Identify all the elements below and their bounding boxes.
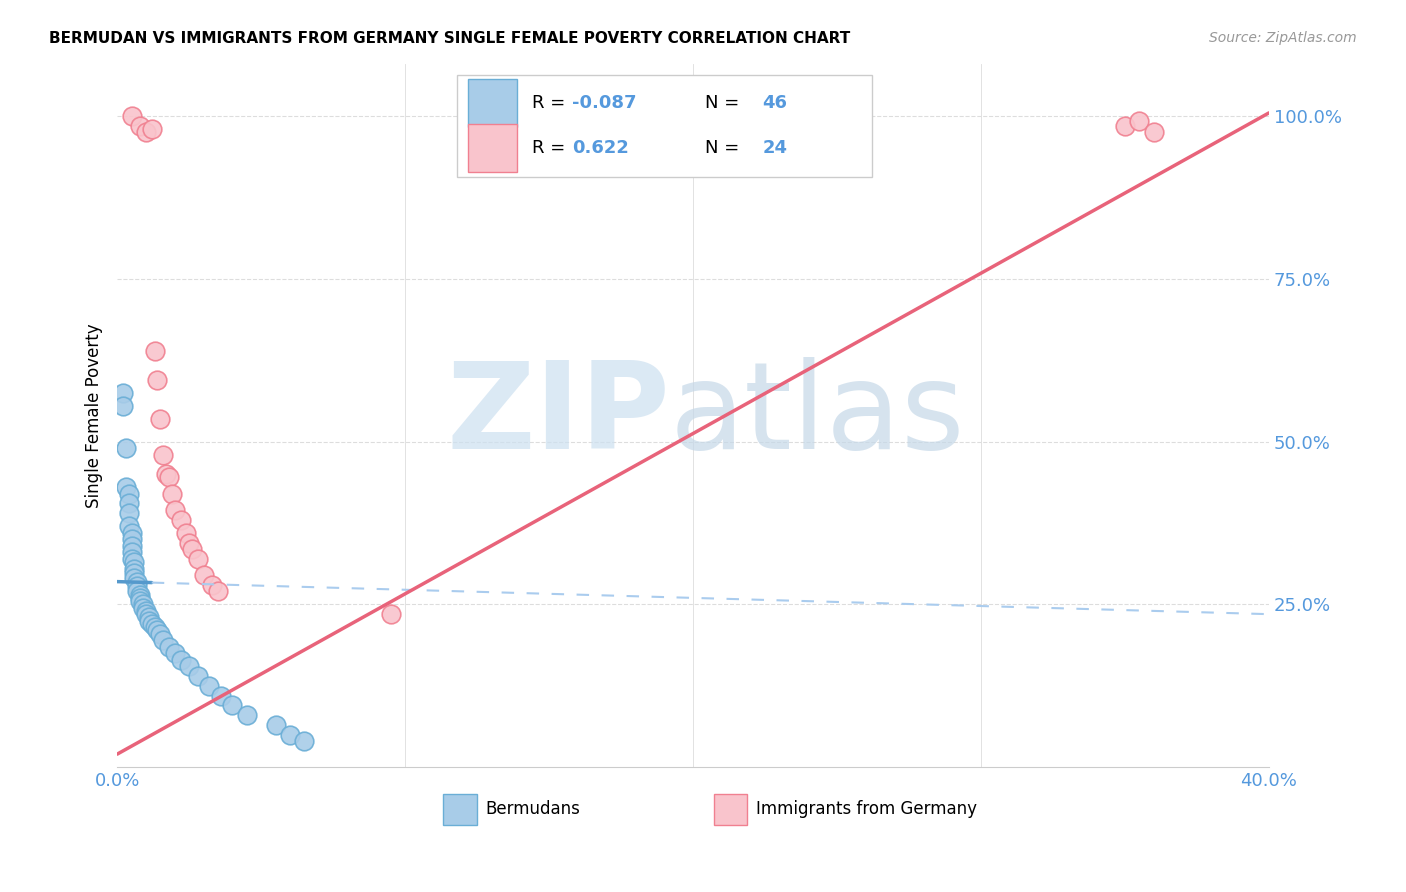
Point	[118, 496, 141, 510]
Text: N =: N =	[704, 95, 745, 112]
Point	[146, 373, 169, 387]
Text: Immigrants from Germany: Immigrants from Germany	[756, 800, 977, 818]
Text: BERMUDAN VS IMMIGRANTS FROM GERMANY SINGLE FEMALE POVERTY CORRELATION CHART: BERMUDAN VS IMMIGRANTS FROM GERMANY SING…	[49, 31, 851, 46]
Point	[127, 574, 149, 589]
Point	[163, 646, 186, 660]
Text: 46: 46	[762, 95, 787, 112]
Point	[111, 399, 134, 413]
FancyBboxPatch shape	[457, 75, 872, 177]
Point	[174, 525, 197, 540]
Text: atlas: atlas	[671, 357, 966, 475]
Point	[121, 551, 143, 566]
Point	[143, 343, 166, 358]
Point	[179, 535, 201, 549]
Point	[141, 122, 163, 136]
Point	[138, 614, 160, 628]
Point	[121, 533, 143, 547]
Point	[221, 698, 243, 713]
Point	[146, 624, 169, 638]
Point	[138, 610, 160, 624]
Point	[198, 679, 221, 693]
Point	[157, 470, 180, 484]
Point	[132, 600, 155, 615]
Point	[129, 591, 152, 605]
Point	[143, 620, 166, 634]
Point	[118, 519, 141, 533]
Point	[207, 584, 229, 599]
Text: R =: R =	[531, 139, 576, 157]
Point	[124, 561, 146, 575]
Point	[118, 487, 141, 501]
Point	[129, 594, 152, 608]
Point	[187, 551, 209, 566]
Point	[135, 604, 157, 618]
Point	[1128, 114, 1150, 128]
Text: -0.087: -0.087	[572, 95, 637, 112]
Point	[157, 640, 180, 654]
Text: R =: R =	[531, 95, 571, 112]
Point	[193, 568, 215, 582]
Point	[118, 506, 141, 520]
Point	[141, 616, 163, 631]
Point	[127, 584, 149, 599]
Point	[264, 718, 287, 732]
Point	[187, 669, 209, 683]
Point	[236, 708, 259, 723]
Point	[135, 607, 157, 622]
Point	[121, 525, 143, 540]
Text: ZIP: ZIP	[446, 357, 671, 475]
Text: 0.622: 0.622	[572, 139, 628, 157]
Point	[179, 659, 201, 673]
Point	[129, 588, 152, 602]
Point	[121, 109, 143, 123]
Y-axis label: Single Female Poverty: Single Female Poverty	[86, 323, 103, 508]
Point	[163, 503, 186, 517]
Point	[160, 487, 183, 501]
Point	[124, 555, 146, 569]
Point	[121, 545, 143, 559]
Point	[132, 598, 155, 612]
Text: Source: ZipAtlas.com: Source: ZipAtlas.com	[1209, 31, 1357, 45]
Point	[135, 125, 157, 139]
FancyBboxPatch shape	[468, 124, 517, 172]
Text: 24: 24	[762, 139, 787, 157]
Point	[278, 728, 301, 742]
Point	[152, 633, 174, 648]
Point	[111, 385, 134, 400]
FancyBboxPatch shape	[443, 794, 477, 825]
Point	[1143, 125, 1166, 139]
Point	[1114, 119, 1136, 133]
Point	[292, 734, 315, 748]
Point	[209, 689, 232, 703]
Text: Bermudans: Bermudans	[485, 800, 581, 818]
FancyBboxPatch shape	[468, 78, 517, 128]
Point	[152, 448, 174, 462]
Point	[114, 441, 136, 455]
Point	[181, 542, 204, 557]
Point	[124, 571, 146, 585]
Point	[114, 480, 136, 494]
Point	[201, 578, 224, 592]
Point	[380, 607, 402, 622]
Point	[127, 579, 149, 593]
Point	[155, 467, 177, 482]
Point	[169, 653, 191, 667]
Text: N =: N =	[704, 139, 745, 157]
Point	[149, 626, 172, 640]
Point	[129, 119, 152, 133]
Point	[169, 513, 191, 527]
Point	[149, 412, 172, 426]
Point	[124, 566, 146, 581]
FancyBboxPatch shape	[714, 794, 747, 825]
Point	[121, 539, 143, 553]
